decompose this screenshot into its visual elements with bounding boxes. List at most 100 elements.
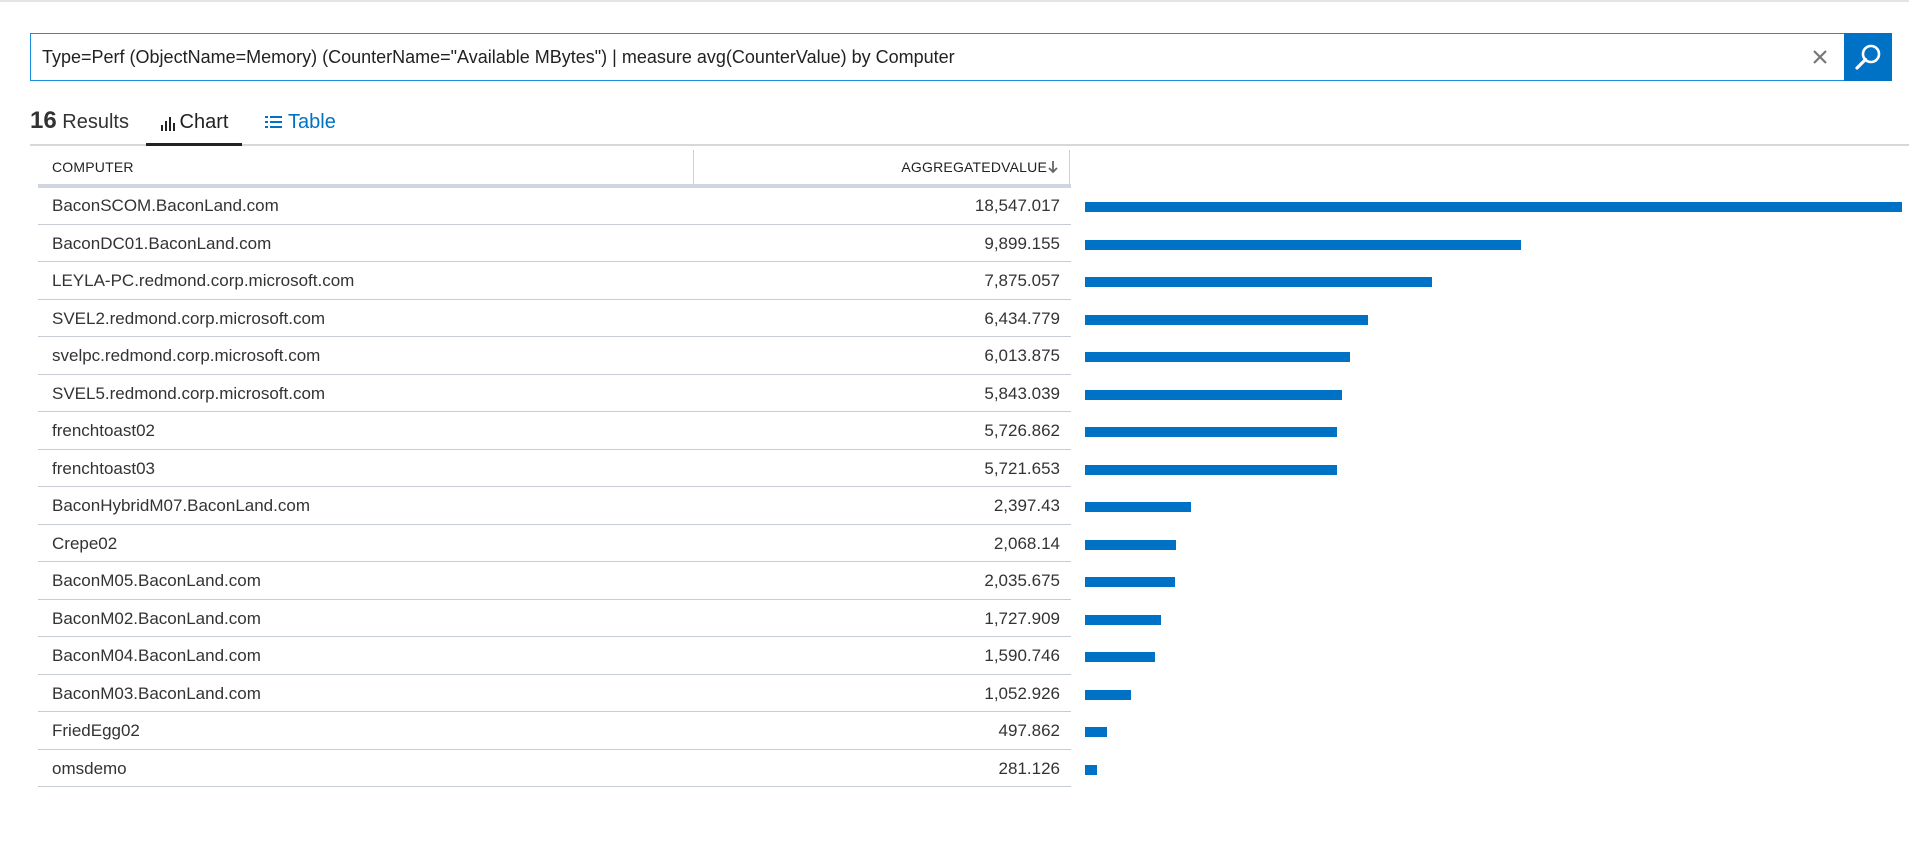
value-bar <box>1085 764 1097 775</box>
search-button[interactable] <box>1844 33 1892 81</box>
row-divider <box>38 411 1071 412</box>
computer-name-cell: frenchtoast03 <box>52 458 156 478</box>
search-input[interactable] <box>31 34 1796 80</box>
aggregated-value-cell: 6,434.779 <box>984 308 1060 328</box>
row-divider <box>38 298 1071 300</box>
computer-name-cell: svelpc.redmond.corp.microsoft.com <box>52 346 321 365</box>
row-divider <box>38 673 1071 675</box>
row-divider <box>38 373 1071 375</box>
aggregated-value-cell: 497.862 <box>998 721 1060 740</box>
computer-name-cell: frenchtoast02 <box>52 421 156 440</box>
column-header-value-label: AGGREGATEDVALUE <box>901 159 1047 175</box>
value-bar <box>1085 277 1432 287</box>
row-divider <box>38 748 1071 750</box>
aggregated-value-cell: 2,068.14 <box>993 533 1060 553</box>
aggregated-value-cell: 1,590.746 <box>984 646 1060 665</box>
table-row[interactable]: SVEL2.redmond.corp.microsoft.com 6,434.77… <box>38 300 1909 337</box>
aggregated-value-cell: 2,397.43 <box>993 496 1060 515</box>
aggregated-value-cell: 7,875.057 <box>984 271 1060 290</box>
aggregated-value-cell: 9,899.155 <box>984 233 1060 253</box>
value-bar <box>1085 614 1161 625</box>
tab-table[interactable]: Table <box>264 102 336 142</box>
table-row[interactable]: omsdemo 281.126 <box>38 750 1909 787</box>
table-row[interactable]: svelpc.redmond.corp.microsoft.com 6,013.8… <box>38 337 1909 375</box>
computer-name-cell: BaconM05.BaconLand.com <box>52 571 261 590</box>
table-row[interactable]: SVEL5.redmond.corp.microsoft.com 5,843.03… <box>38 375 1909 412</box>
clear-search-icon[interactable] <box>1796 34 1844 80</box>
sort-descending-icon <box>1048 161 1058 174</box>
row-divider <box>38 636 1071 637</box>
aggregated-value-cell: 5,726.862 <box>984 421 1060 440</box>
aggregated-value-cell: 18,547.017 <box>974 196 1060 215</box>
computer-name-cell: BaconSCOM.BaconLand.com <box>52 196 279 215</box>
grid-header: COMPUTER AGGREGATEDVALUE <box>38 150 1071 188</box>
row-divider <box>38 486 1071 487</box>
computer-name-cell: FriedEgg02 <box>52 721 140 740</box>
table-row[interactable]: LEYLA-PC.redmond.corp.microsoft.com 7,875… <box>38 262 1909 300</box>
top-divider <box>0 0 1909 2</box>
value-bar <box>1085 464 1337 475</box>
bar-chart-icon <box>160 116 175 131</box>
row-divider <box>38 786 1071 787</box>
computer-name-cell: Crepe02 <box>52 533 118 553</box>
aggregated-value-cell: 5,721.653 <box>984 458 1060 478</box>
row-divider <box>38 223 1071 225</box>
row-divider <box>38 523 1071 525</box>
value-bar <box>1085 314 1368 325</box>
value-bar <box>1085 202 1902 212</box>
table-row[interactable]: BaconHybridM07.BaconLand.com 2,397.43 <box>38 487 1909 525</box>
aggregated-value-cell: 5,843.039 <box>984 383 1060 403</box>
table-row[interactable]: BaconM05.BaconLand.com 2,035.675 <box>38 562 1909 600</box>
aggregated-value-cell: 281.126 <box>998 758 1060 778</box>
table-row[interactable]: BaconSCOM.BaconLand.com 18,547.017 <box>38 187 1909 225</box>
value-bar <box>1085 577 1175 587</box>
table-row[interactable]: Crepe02 2,068.14 <box>38 525 1909 562</box>
row-divider <box>38 448 1071 450</box>
value-bar <box>1085 389 1342 400</box>
table-row[interactable]: frenchtoast03 5,721.653 <box>38 450 1909 487</box>
value-bar <box>1085 727 1107 737</box>
computer-name-cell: BaconDC01.BaconLand.com <box>52 233 272 253</box>
search-input-wrapper <box>30 33 1844 81</box>
computer-name-cell: BaconM03.BaconLand.com <box>52 683 261 703</box>
results-count: 16 Results <box>30 107 129 135</box>
tab-table-label: Table <box>288 110 336 133</box>
results-count-number: 16 <box>30 107 57 134</box>
value-bar <box>1085 502 1191 512</box>
column-header-computer-label: COMPUTER <box>52 159 134 175</box>
table-row[interactable]: BaconM02.BaconLand.com 1,727.909 <box>38 600 1909 637</box>
computer-name-cell: SVEL5.redmond.corp.microsoft.com <box>52 383 326 403</box>
tab-chart-label: Chart <box>179 111 229 133</box>
search-icon <box>1855 44 1881 70</box>
results-grid: BaconSCOM.BaconLand.com 18,547.017 BaconDC… <box>38 187 1909 787</box>
table-icon <box>265 116 282 128</box>
search-bar <box>30 33 1892 81</box>
row-divider <box>38 261 1071 262</box>
computer-name-cell: BaconM04.BaconLand.com <box>52 646 261 665</box>
table-row[interactable]: BaconM04.BaconLand.com 1,590.746 <box>38 637 1909 675</box>
value-bar <box>1085 352 1350 362</box>
tab-chart[interactable]: Chart <box>146 102 242 146</box>
row-divider <box>38 561 1071 562</box>
value-bar <box>1085 239 1521 250</box>
value-bar <box>1085 689 1131 700</box>
value-bar <box>1085 427 1337 437</box>
column-header-computer[interactable]: COMPUTER <box>38 150 694 184</box>
table-row[interactable]: BaconDC01.BaconLand.com 9,899.155 <box>38 225 1909 262</box>
aggregated-value-cell: 2,035.675 <box>984 571 1060 590</box>
column-header-aggregatedvalue[interactable]: AGGREGATEDVALUE <box>694 150 1070 184</box>
computer-name-cell: BaconM02.BaconLand.com <box>52 608 261 628</box>
aggregated-value-cell: 1,727.909 <box>984 608 1060 628</box>
row-divider <box>38 598 1071 600</box>
aggregated-value-cell: 1,052.926 <box>984 683 1060 703</box>
results-count-label: Results <box>62 111 129 133</box>
view-tabs: 16 Results Chart Table <box>30 102 1909 146</box>
computer-name-cell: omsdemo <box>52 758 127 778</box>
table-row[interactable]: frenchtoast02 5,726.862 <box>38 412 1909 450</box>
computer-name-cell: SVEL2.redmond.corp.microsoft.com <box>52 308 326 328</box>
table-row[interactable]: BaconM03.BaconLand.com 1,052.926 <box>38 675 1909 712</box>
value-bar <box>1085 539 1176 550</box>
table-row[interactable]: FriedEgg02 497.862 <box>38 712 1909 750</box>
computer-name-cell: BaconHybridM07.BaconLand.com <box>52 496 310 515</box>
value-bar <box>1085 652 1155 662</box>
